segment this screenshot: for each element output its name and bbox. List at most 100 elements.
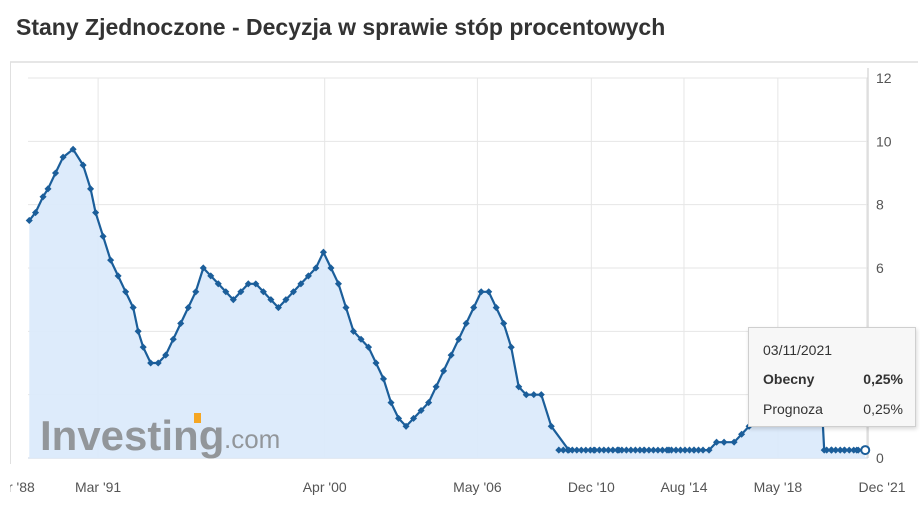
data-point[interactable]: [672, 446, 680, 454]
data-point[interactable]: [470, 304, 478, 312]
data-point[interactable]: [730, 438, 738, 446]
data-point[interactable]: [832, 446, 840, 454]
data-point[interactable]: [591, 446, 599, 454]
x-tick-label: Apr '00: [303, 479, 347, 495]
data-point[interactable]: [252, 280, 260, 288]
highlighted-data-point[interactable]: [860, 445, 871, 456]
tooltip-forecast-value: 0,25%: [863, 401, 903, 417]
data-point[interactable]: [573, 446, 581, 454]
data-point[interactable]: [600, 446, 608, 454]
data-point[interactable]: [154, 359, 162, 367]
data-point[interactable]: [705, 446, 713, 454]
data-point[interactable]: [699, 446, 707, 454]
data-point[interactable]: [207, 272, 215, 280]
data-point[interactable]: [364, 343, 373, 351]
data-point[interactable]: [237, 288, 245, 296]
tooltip-forecast-label: Prognoza: [763, 401, 823, 417]
data-point[interactable]: [402, 422, 410, 430]
data-point[interactable]: [447, 351, 455, 359]
data-point[interactable]: [713, 438, 721, 446]
x-tick-label: Mar '91: [75, 479, 121, 495]
data-point[interactable]: [177, 319, 185, 327]
data-point[interactable]: [645, 446, 653, 454]
data-point[interactable]: [640, 446, 648, 454]
data-point[interactable]: [289, 288, 297, 296]
data-point[interactable]: [319, 248, 327, 256]
data-point[interactable]: [649, 446, 657, 454]
data-point[interactable]: [244, 280, 252, 288]
data-point[interactable]: [357, 335, 365, 343]
data-point[interactable]: [850, 446, 858, 454]
data-point[interactable]: [312, 264, 320, 272]
data-point[interactable]: [134, 327, 142, 335]
x-tick-label: May '18: [754, 479, 803, 495]
data-point[interactable]: [836, 446, 844, 454]
data-point[interactable]: [410, 414, 418, 422]
data-point[interactable]: [462, 319, 470, 327]
data-point[interactable]: [685, 446, 694, 454]
data-point[interactable]: [663, 446, 671, 454]
data-point[interactable]: [282, 296, 290, 304]
data-point[interactable]: [425, 399, 433, 407]
data-point[interactable]: [622, 446, 630, 454]
data-point[interactable]: [477, 288, 485, 296]
data-point[interactable]: [222, 288, 230, 296]
data-point[interactable]: [654, 446, 662, 454]
data-point[interactable]: [199, 264, 207, 272]
data-point[interactable]: [507, 343, 515, 351]
data-point[interactable]: [492, 304, 500, 312]
data-point[interactable]: [738, 430, 746, 438]
data-point[interactable]: [854, 446, 862, 454]
data-point[interactable]: [455, 335, 463, 343]
data-point[interactable]: [342, 304, 350, 312]
data-point[interactable]: [162, 351, 170, 359]
data-point[interactable]: [690, 446, 698, 454]
data-point[interactable]: [87, 185, 95, 193]
data-point[interactable]: [485, 288, 493, 296]
y-tick-label: 8: [876, 197, 884, 213]
data-point[interactable]: [214, 280, 222, 288]
data-point[interactable]: [395, 414, 403, 422]
data-point[interactable]: [297, 280, 305, 288]
data-point[interactable]: [604, 446, 612, 454]
data-point[interactable]: [107, 256, 115, 264]
data-point[interactable]: [99, 232, 107, 240]
tooltip-current-row: Obecny 0,25%: [763, 371, 903, 387]
data-point[interactable]: [139, 343, 147, 351]
data-point[interactable]: [440, 367, 448, 375]
data-point[interactable]: [555, 446, 563, 454]
data-point[interactable]: [547, 422, 555, 430]
data-point[interactable]: [537, 391, 545, 399]
data-point[interactable]: [44, 185, 52, 193]
x-tick-label: Dec '21: [858, 479, 905, 495]
data-point[interactable]: [229, 296, 237, 304]
data-point[interactable]: [823, 446, 831, 454]
data-point[interactable]: [694, 446, 703, 454]
data-point[interactable]: [613, 446, 621, 454]
data-point[interactable]: [114, 272, 122, 280]
data-point[interactable]: [147, 359, 155, 367]
data-point[interactable]: [192, 288, 200, 296]
data-point[interactable]: [327, 264, 335, 272]
data-point[interactable]: [595, 446, 603, 454]
data-point[interactable]: [720, 438, 728, 446]
data-point[interactable]: [582, 446, 590, 454]
data-point[interactable]: [31, 209, 40, 217]
data-point[interactable]: [667, 446, 676, 454]
data-point[interactable]: [169, 335, 177, 343]
data-point[interactable]: [530, 391, 538, 399]
data-point[interactable]: [568, 446, 576, 454]
tooltip-date: 03/11/2021: [763, 342, 833, 358]
x-axis-ticks: r '88 Mar '91 Apr '00 May '06 Dec '10 Aug '14…: [10, 479, 906, 495]
data-point[interactable]: [379, 375, 388, 383]
data-point[interactable]: [387, 399, 395, 407]
data-point[interactable]: [827, 446, 835, 454]
data-point[interactable]: [79, 161, 87, 169]
data-point[interactable]: [564, 446, 572, 454]
data-markers[interactable]: [25, 145, 871, 456]
data-point[interactable]: [627, 446, 635, 454]
data-point[interactable]: [349, 327, 358, 335]
data-point[interactable]: [432, 383, 440, 391]
